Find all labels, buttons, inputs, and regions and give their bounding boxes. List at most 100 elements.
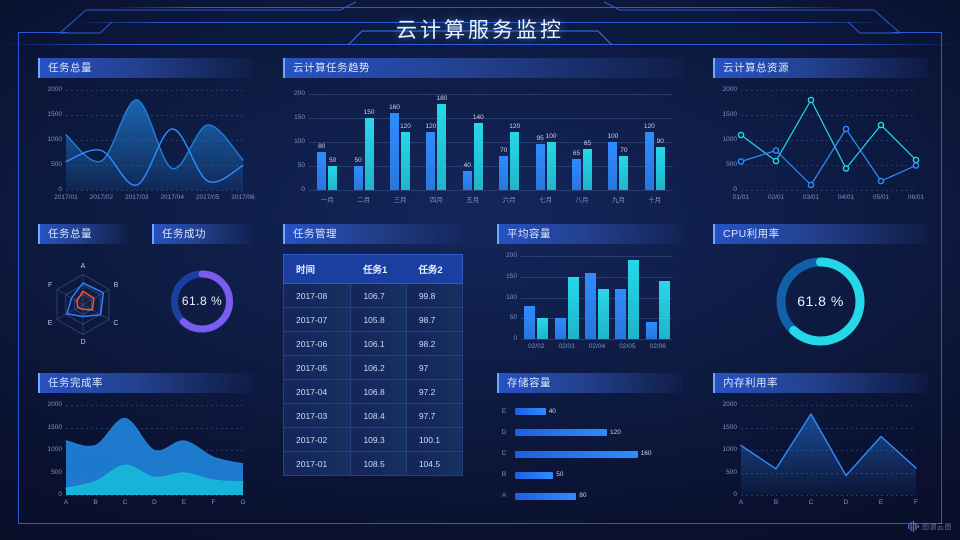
- x-axis-tick: B: [773, 499, 779, 506]
- panel-header: 任务成功: [152, 224, 252, 244]
- radar-axis-label: B: [113, 281, 119, 289]
- bar: [364, 118, 374, 190]
- y-axis-tick: 150: [294, 114, 305, 121]
- bar: [598, 289, 609, 339]
- chart-svg: [65, 99, 244, 190]
- panel-title: 任务总量: [48, 228, 92, 240]
- header-outline-icon: [59, 1, 901, 46]
- panel-task-trend: 云计算任务趋势 0 50 100 150 200 一月 80 50 二月 50 150 三月 160 12…: [283, 58, 683, 210]
- gauge-value-label: 61.8 %: [797, 292, 844, 309]
- panel-header: CPU利用率: [713, 224, 928, 244]
- table-cell: 106.2: [350, 355, 407, 380]
- x-axis-tick: 04/01: [837, 194, 855, 201]
- bar: [585, 272, 596, 339]
- watermark: 图谱云图: [908, 521, 952, 532]
- x-axis-tick: 七月: [539, 197, 553, 204]
- gridline: [741, 190, 916, 191]
- bar-value-label: 120: [400, 123, 411, 131]
- bar: [353, 166, 363, 190]
- x-axis-tick: 01/01: [732, 194, 750, 201]
- table-row[interactable]: 2017-02 109.3 100.1: [282, 427, 464, 452]
- bar: [608, 142, 618, 190]
- table-cell: 98.2: [405, 331, 464, 356]
- gridline: [309, 166, 673, 167]
- x-axis-tick: 六月: [502, 197, 516, 204]
- y-axis-tick: 500: [51, 468, 62, 476]
- bar-value-label: 120: [643, 123, 655, 131]
- table-cell: 2017-08: [282, 283, 351, 308]
- table-cell: 109.3: [350, 427, 407, 452]
- table-row[interactable]: 2017-04 106.8 97.2: [282, 379, 464, 404]
- h-bar-category-label: B: [501, 471, 507, 479]
- gridline: [66, 405, 243, 406]
- table-cell: 105.8: [350, 307, 407, 332]
- bar: [554, 318, 566, 339]
- bar: [462, 170, 472, 190]
- table-row[interactable]: 2017-03 108.4 97.7: [282, 403, 464, 428]
- bar: [567, 276, 579, 339]
- chart-area: 0 50 100 150 200 02/02 02/03 02/04 02/05 02/06: [497, 244, 683, 359]
- x-axis-tick: B: [93, 499, 98, 506]
- table-row[interactable]: 2017-01 108.5 104.5: [282, 451, 464, 476]
- h-bar: [515, 429, 607, 437]
- radar-axis-label: F: [47, 281, 53, 289]
- panel-header: 任务管理: [283, 224, 463, 244]
- bar: [510, 132, 520, 190]
- gauge-area: 61.8 %: [152, 244, 252, 359]
- page-title: 云计算服务监控: [396, 19, 564, 42]
- gridline: [66, 90, 243, 91]
- table-cell: 99.8: [405, 283, 464, 308]
- table-body: 2017-08 106.7 99.8 2017-07 105.8 98.7 2017-06 1…: [282, 283, 464, 476]
- y-axis-tick: 2000: [722, 401, 737, 408]
- bar-value-label: 160: [389, 104, 400, 112]
- radar-axis-label: A: [80, 262, 86, 270]
- gridline: [66, 495, 243, 496]
- chart-area: 0 500 1000 1500 2000 A B C D E F: [713, 393, 928, 513]
- y-axis-tick: 2000: [47, 86, 62, 93]
- panel-task-success: 任务成功 61.8 %: [152, 224, 252, 359]
- x-axis-tick: 2017/01: [54, 194, 78, 201]
- bar-value-label: 85: [583, 140, 592, 148]
- x-axis-tick: 2017/06: [231, 194, 255, 201]
- bar: [437, 103, 447, 190]
- panel-total-tasks-radar: 任务总量 A B C D E F: [38, 224, 128, 359]
- bar-value-label: 70: [500, 147, 508, 155]
- y-axis-tick: 2000: [47, 401, 62, 408]
- task-table: 时间 任务1 任务2 2017-08 106.7 99.8 2017-07 105.8 98.…: [282, 254, 464, 476]
- bar: [317, 151, 327, 190]
- table-row[interactable]: 2017-08 106.7 99.8: [282, 283, 464, 308]
- panel-storage-capacity: 存储容量 E 40 D 120 C 160 B 50 A 80: [497, 373, 683, 513]
- panel-title: CPU利用率: [723, 228, 780, 240]
- gridline: [521, 318, 673, 320]
- h-bar-value-label: 50: [556, 471, 564, 479]
- bar: [615, 289, 627, 339]
- h-bar-category-label: D: [501, 428, 507, 436]
- bar: [583, 149, 592, 190]
- h-bar-category-label: E: [501, 407, 507, 415]
- table-cell: 2017-01: [282, 451, 351, 476]
- h-bar: [515, 471, 554, 479]
- radar-axis-label: D: [80, 338, 86, 346]
- bar-value-label: 140: [472, 113, 484, 121]
- gridline: [741, 140, 916, 141]
- panel-header: 任务完成率: [38, 373, 253, 393]
- table-row[interactable]: 2017-05 106.2 97: [282, 355, 464, 380]
- gridline: [66, 427, 243, 429]
- h-bar-category-label: C: [501, 450, 507, 457]
- table-row[interactable]: 2017-06 106.1 98.2: [282, 331, 464, 356]
- gridline: [521, 339, 673, 340]
- y-axis-tick: 500: [726, 161, 737, 168]
- table-row[interactable]: 2017-07 105.8 98.7: [282, 307, 464, 332]
- panel-header: 平均容量: [497, 224, 683, 244]
- bar: [535, 144, 545, 190]
- x-axis-tick: 02/06: [649, 343, 666, 350]
- bar: [390, 113, 399, 190]
- bar: [524, 305, 536, 339]
- table-column-header: 任务2: [406, 254, 464, 284]
- y-axis-tick: 1000: [47, 136, 62, 143]
- donut-svg: [171, 270, 233, 333]
- x-axis-tick: 八月: [575, 197, 589, 204]
- table-cell: 104.5: [405, 451, 464, 476]
- y-axis-tick: 200: [506, 252, 517, 259]
